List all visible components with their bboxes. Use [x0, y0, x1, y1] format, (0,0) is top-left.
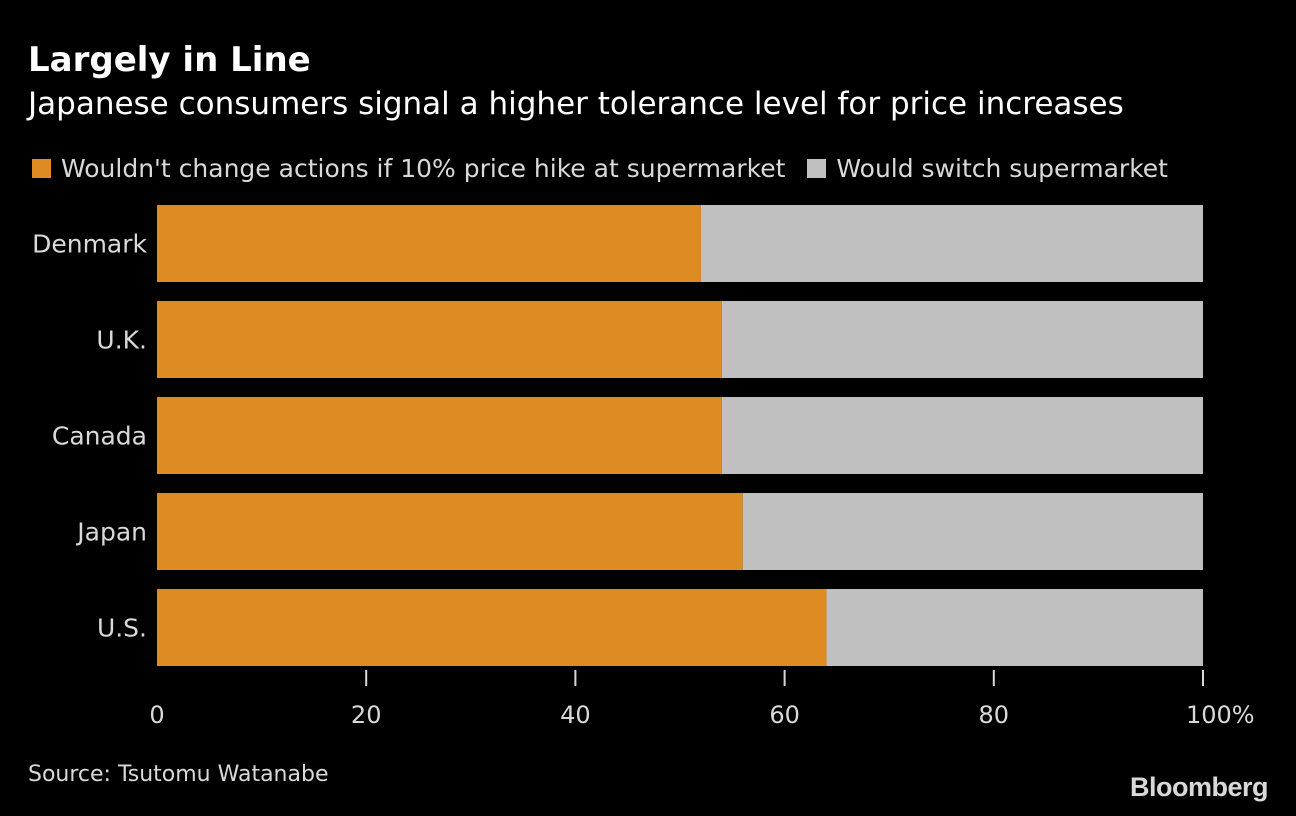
legend-swatch-gray	[807, 158, 827, 178]
x-tick-label-40: 40	[560, 701, 591, 729]
category-label-denmark: Denmark	[32, 230, 147, 259]
category-label-canada: Canada	[52, 422, 147, 451]
legend-item-switch: Would switch supermarket	[807, 154, 1168, 183]
bar-canada-unchanged	[157, 397, 722, 474]
category-label-u-s: U.S.	[97, 614, 147, 643]
legend-label-switch: Would switch supermarket	[836, 153, 1168, 183]
bar-denmark-unchanged	[157, 205, 701, 282]
chart-subtitle: Japanese consumers signal a higher toler…	[28, 86, 1124, 122]
x-tick-label-60: 60	[769, 701, 800, 729]
legend-swatch-orange	[32, 158, 51, 178]
legend: Wouldn't change actions if 10% price hik…	[32, 150, 1190, 186]
category-label-u-k: U.K.	[96, 326, 147, 355]
bar-u-s-unchanged	[157, 589, 827, 666]
x-tick-label-0: 0	[149, 701, 164, 729]
bar-japan-unchanged	[157, 493, 743, 570]
bloomberg-logo: Bloomberg	[1129, 772, 1269, 802]
bar-u-s-switch	[826, 589, 1203, 666]
bar-u-k-unchanged	[157, 301, 722, 378]
x-tick-label-80: 80	[979, 701, 1010, 729]
x-tick-label-100: 100%	[1186, 701, 1255, 729]
legend-item-unchanged: Wouldn't change actions if 10% price hik…	[32, 154, 785, 183]
x-tick-label-20: 20	[351, 701, 382, 729]
chart-title: Largely in Line	[28, 40, 311, 80]
bar-u-k-switch	[721, 301, 1203, 378]
category-label-japan: Japan	[75, 518, 147, 547]
legend-label-unchanged: Wouldn't change actions if 10% price hik…	[61, 153, 786, 183]
bar-denmark-switch	[700, 205, 1203, 282]
bar-japan-switch	[742, 493, 1203, 570]
bar-chart: Denmark U.K. Canada Japan U.S. 0 20 40 60 80 100%	[32, 205, 1255, 729]
source-note: Source: Tsutomu Watanabe	[28, 762, 329, 787]
bar-canada-switch	[721, 397, 1203, 474]
